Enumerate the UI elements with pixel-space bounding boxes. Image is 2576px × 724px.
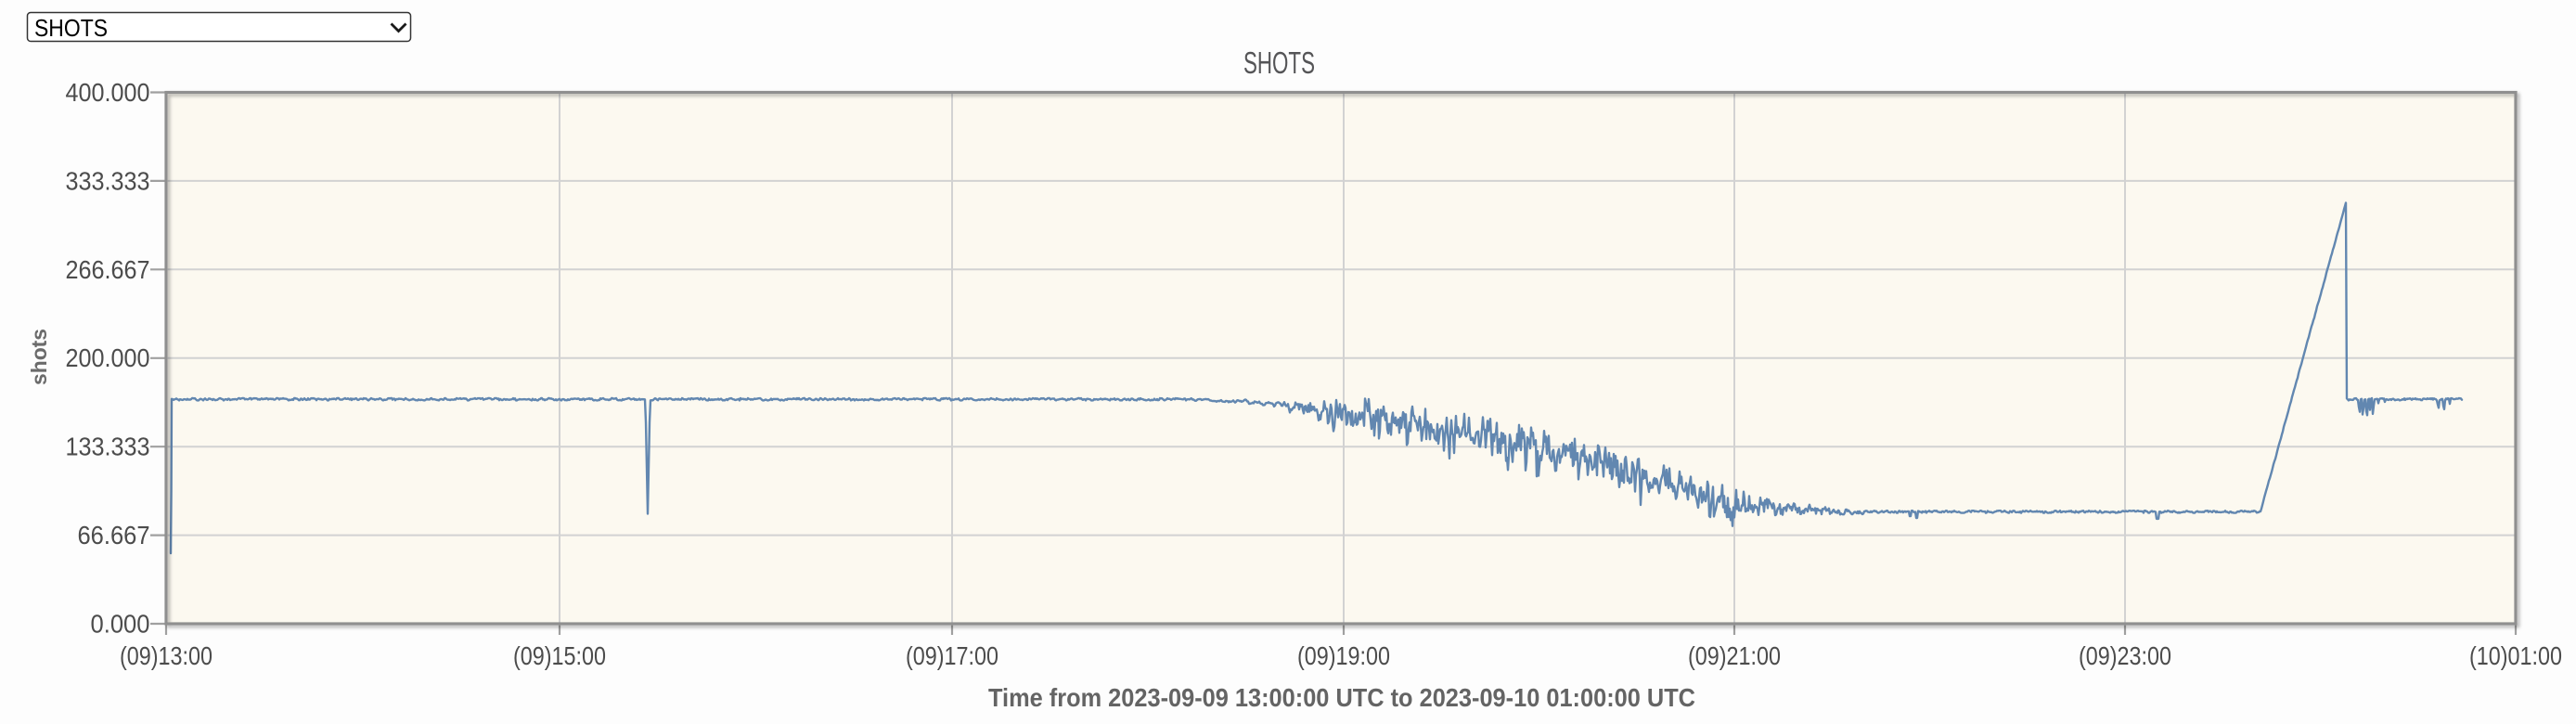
svg-text:(09)19:00: (09)19:00 xyxy=(1297,641,1390,670)
svg-text:(09)13:00: (09)13:00 xyxy=(120,641,213,670)
svg-text:(09)17:00: (09)17:00 xyxy=(906,641,998,670)
svg-text:(09)15:00: (09)15:00 xyxy=(513,641,606,670)
svg-text:SHOTS: SHOTS xyxy=(1243,45,1315,80)
svg-text:400.000: 400.000 xyxy=(66,78,150,107)
svg-text:Time from 2023-09-09 13:00:00: Time from 2023-09-09 13:00:00 UTC to 202… xyxy=(988,683,1695,712)
svg-text:(10)01:00: (10)01:00 xyxy=(2469,641,2562,670)
svg-text:(09)21:00: (09)21:00 xyxy=(1688,641,1781,670)
svg-text:200.000: 200.000 xyxy=(66,343,150,372)
svg-text:133.333: 133.333 xyxy=(66,433,150,461)
svg-text:333.333: 333.333 xyxy=(66,166,150,195)
svg-text:266.667: 266.667 xyxy=(66,255,150,284)
svg-text:(09)23:00: (09)23:00 xyxy=(2079,641,2171,670)
svg-text:0.000: 0.000 xyxy=(91,610,150,639)
svg-text:SHOTS: SHOTS xyxy=(34,14,108,42)
svg-text:shots: shots xyxy=(27,329,51,385)
svg-text:66.667: 66.667 xyxy=(78,521,150,549)
